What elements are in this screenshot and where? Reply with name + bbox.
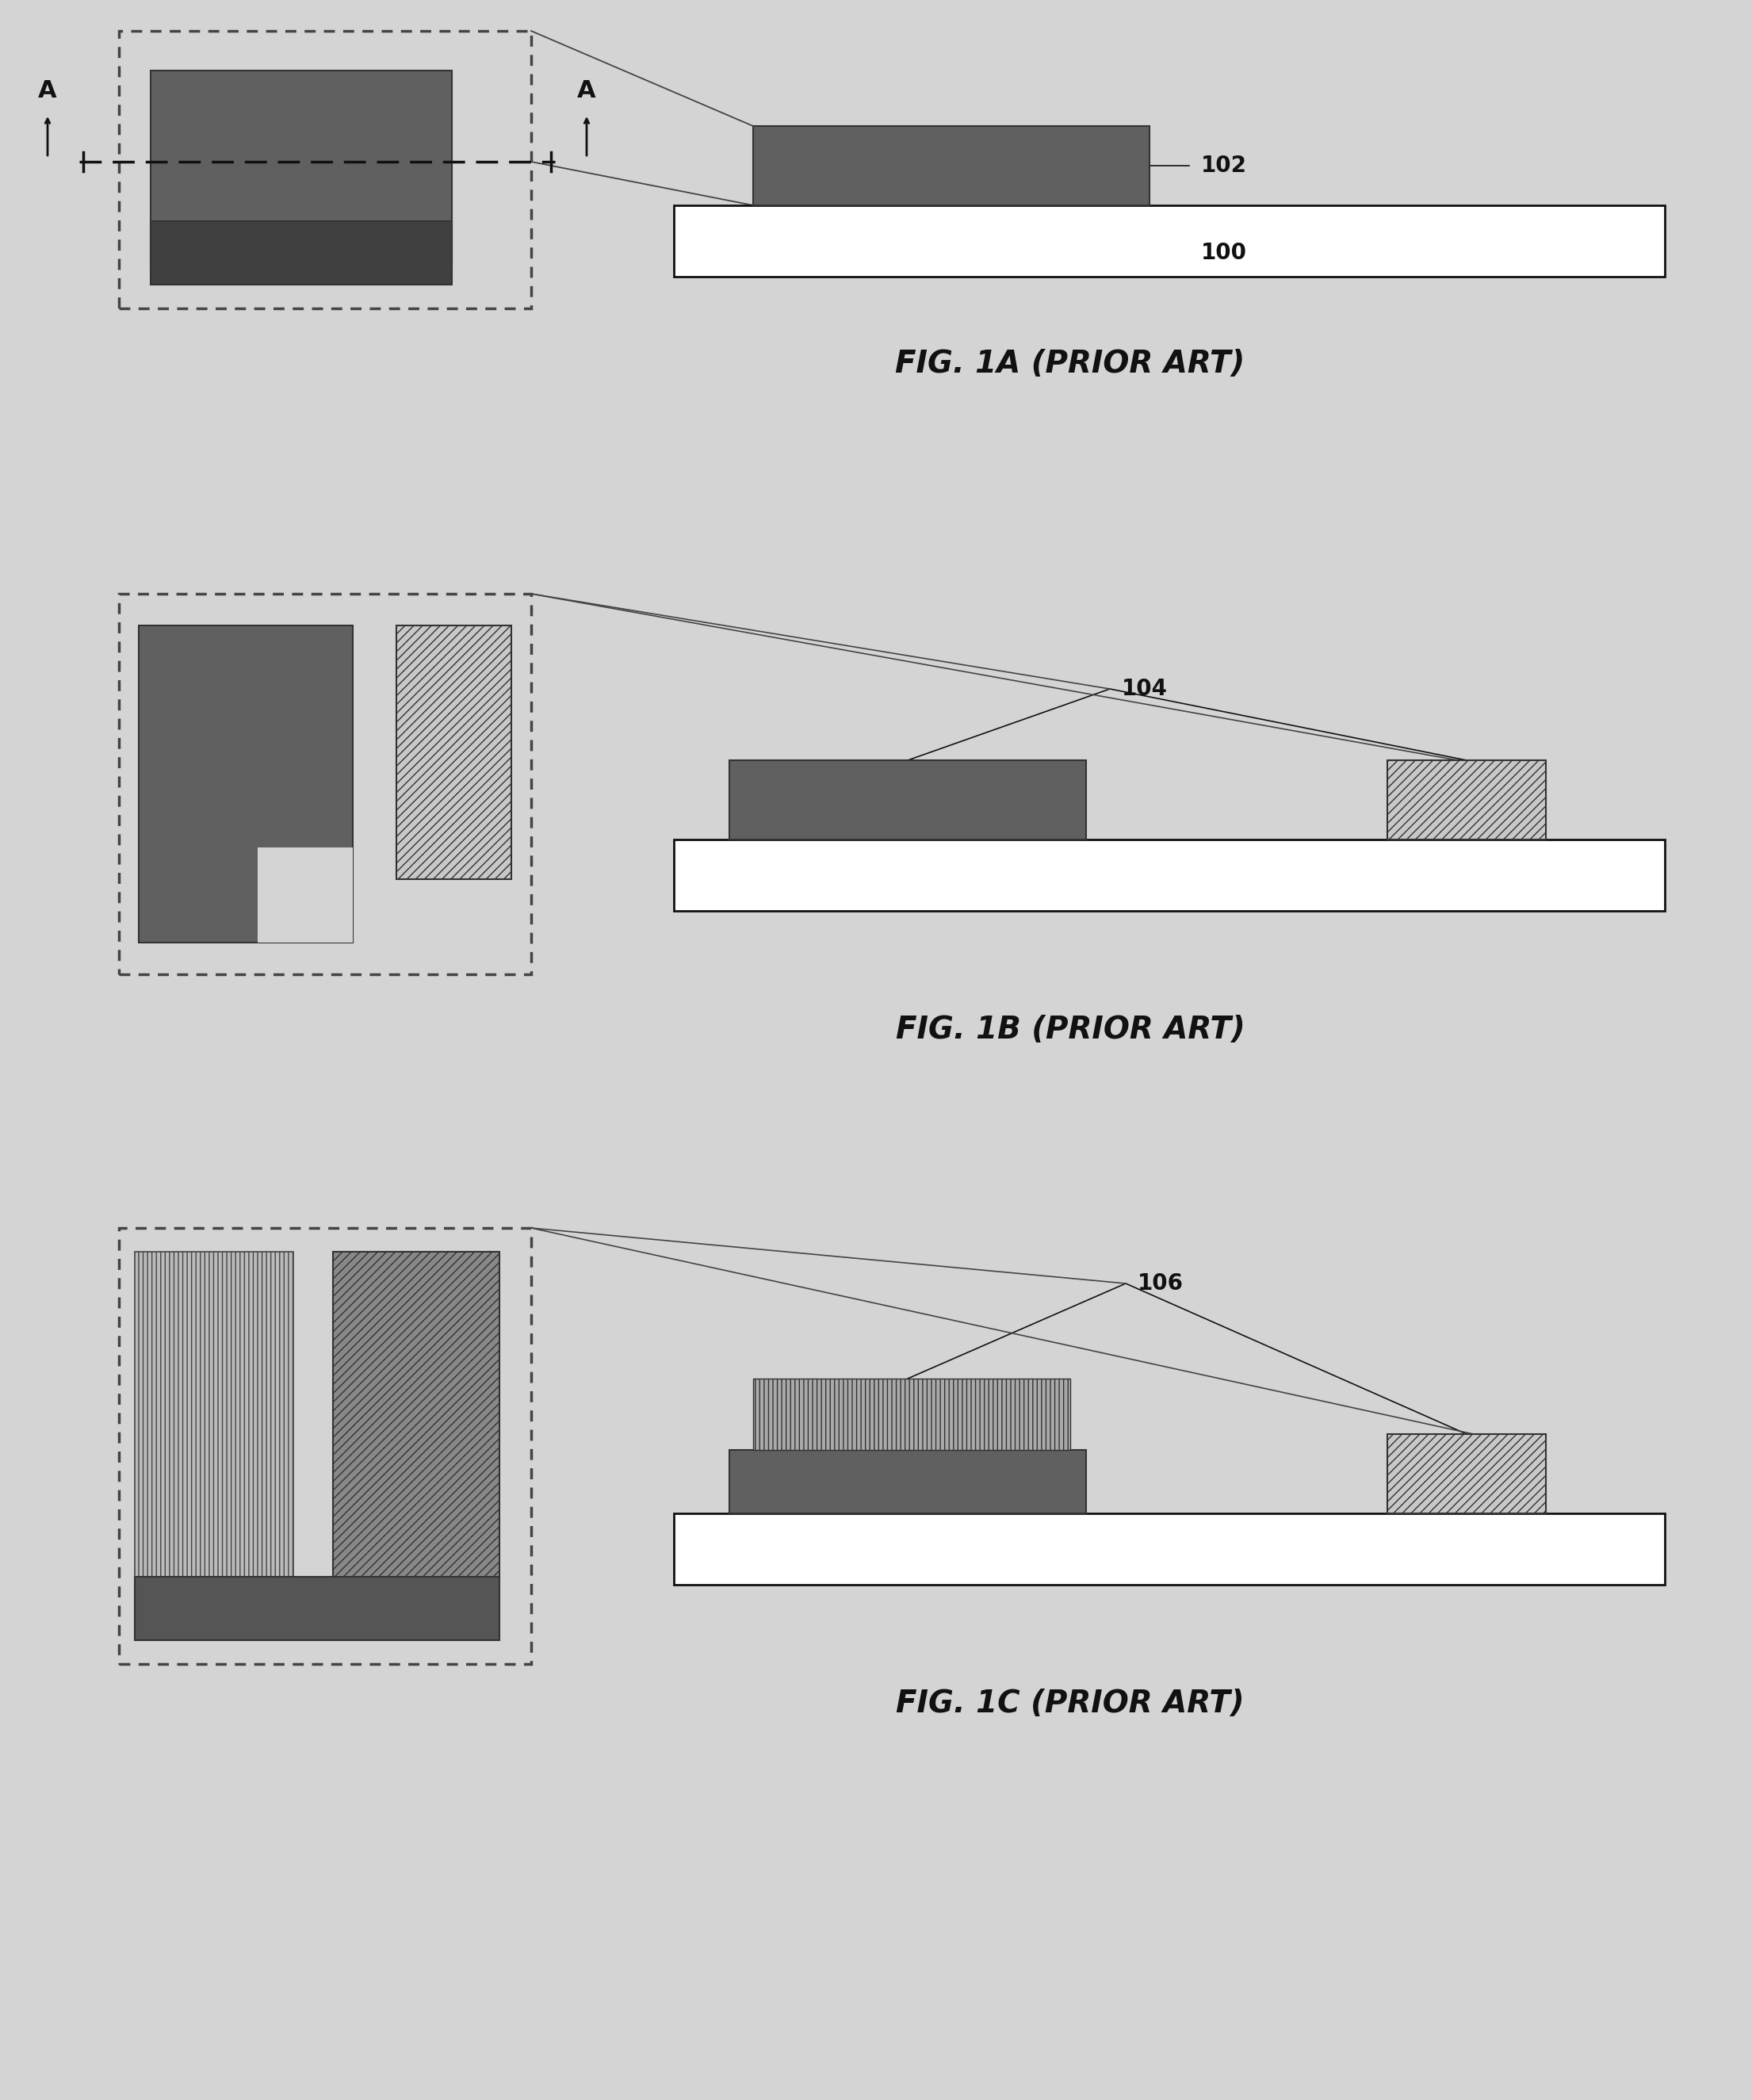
- Text: FIG. 1A (PRIOR ART): FIG. 1A (PRIOR ART): [895, 349, 1246, 378]
- Text: 100: 100: [1202, 241, 1247, 265]
- Bar: [258, 848, 352, 943]
- Bar: [138, 626, 352, 943]
- Bar: [753, 126, 1149, 206]
- Bar: [753, 1378, 1070, 1449]
- Bar: [119, 31, 531, 309]
- Bar: [119, 594, 531, 974]
- Bar: [1388, 1434, 1545, 1514]
- Bar: [396, 626, 512, 880]
- Bar: [333, 1252, 499, 1585]
- Bar: [729, 1449, 1086, 1514]
- Text: FIG. 1B (PRIOR ART): FIG. 1B (PRIOR ART): [895, 1014, 1246, 1046]
- Bar: [135, 1577, 499, 1640]
- Bar: [119, 1228, 531, 1663]
- Text: A: A: [576, 80, 596, 103]
- Text: 104: 104: [1121, 678, 1169, 699]
- Bar: [675, 840, 1664, 911]
- Bar: [151, 71, 452, 269]
- Text: FIG. 1C (PRIOR ART): FIG. 1C (PRIOR ART): [895, 1688, 1244, 1718]
- Bar: [675, 206, 1664, 277]
- Bar: [151, 220, 452, 286]
- Bar: [675, 1514, 1664, 1585]
- Bar: [135, 1252, 293, 1609]
- Bar: [1388, 760, 1545, 840]
- Text: A: A: [39, 80, 56, 103]
- Text: 106: 106: [1137, 1273, 1184, 1294]
- Text: 102: 102: [1202, 155, 1247, 176]
- Bar: [729, 760, 1086, 840]
